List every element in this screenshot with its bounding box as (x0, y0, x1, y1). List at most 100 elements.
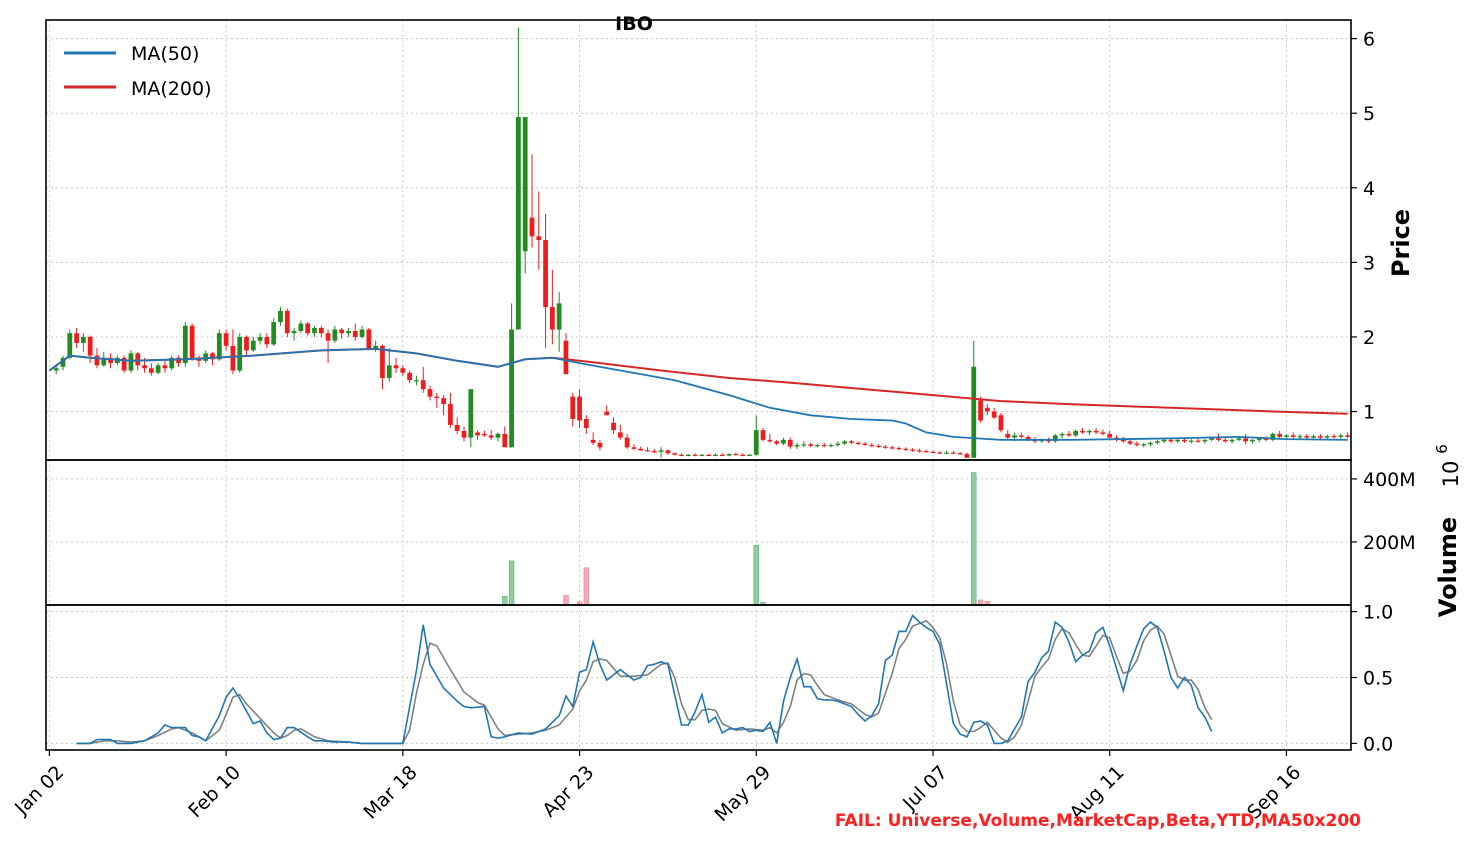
candle-body (244, 336, 249, 351)
price-tick-label: 4 (1363, 178, 1375, 200)
candle (1270, 432, 1276, 442)
candle-body (978, 400, 983, 421)
candle-body (386, 365, 392, 378)
candle (821, 442, 827, 448)
candle (516, 27, 521, 330)
candle-body (570, 396, 576, 419)
candle-body (1120, 439, 1126, 442)
candle-body (930, 451, 936, 453)
candle-body (543, 240, 548, 308)
candle (808, 442, 814, 448)
candle-body (339, 329, 345, 334)
candle (781, 437, 786, 446)
candle (719, 453, 725, 457)
volume-bar (753, 544, 759, 606)
candle (991, 407, 997, 419)
candle (386, 348, 392, 382)
candle-body (1236, 438, 1242, 440)
price-tick-label: 3 (1363, 252, 1375, 274)
volume-bar (508, 560, 515, 606)
candle-body (1263, 438, 1269, 440)
candle (910, 448, 915, 452)
candle-body (685, 454, 691, 456)
candle (556, 292, 562, 352)
candle-body (352, 330, 358, 337)
candle-body (475, 432, 480, 436)
candle (169, 355, 175, 371)
candle (427, 385, 433, 401)
candle (1338, 433, 1344, 440)
candle-body (1086, 430, 1092, 433)
candle (108, 353, 113, 369)
candle-body (604, 411, 610, 416)
volume-tick-label: 200M (1363, 532, 1416, 554)
candle-body (257, 336, 263, 341)
candle-body (896, 448, 902, 450)
candle (1318, 433, 1323, 440)
candle (889, 445, 895, 450)
candle-body (1243, 438, 1249, 442)
candle-body (1277, 433, 1283, 437)
candle-body (1059, 433, 1065, 436)
candle-body (645, 450, 650, 452)
candle-body (706, 454, 712, 456)
candle (1107, 430, 1113, 439)
candle (672, 452, 678, 456)
candle (407, 370, 413, 384)
candle-body (1229, 439, 1235, 442)
candle-body (162, 365, 168, 369)
candle (475, 430, 480, 440)
candle (488, 430, 494, 440)
candle-body (672, 453, 678, 455)
candle-body (964, 454, 970, 458)
candle-body (87, 336, 93, 356)
candle (536, 191, 542, 270)
candle-body (835, 443, 841, 446)
candle-body (781, 439, 786, 444)
candle (1331, 433, 1337, 439)
candle-body (577, 396, 582, 421)
candle-body (230, 345, 236, 371)
candle-body (794, 445, 800, 447)
candle-body (1005, 433, 1011, 438)
candle-body (1311, 436, 1316, 438)
candle (509, 303, 514, 448)
candle (271, 318, 277, 346)
candle (298, 320, 304, 334)
candle (855, 441, 861, 446)
candle (549, 269, 555, 345)
candle (1345, 432, 1350, 439)
candle-body (1331, 436, 1337, 438)
candle (216, 329, 222, 361)
candle (984, 404, 990, 416)
volume-exponent-power: 6 (1433, 444, 1451, 454)
candle-body (665, 450, 671, 454)
candle (563, 333, 569, 375)
candle-body (536, 236, 542, 240)
candle (332, 325, 338, 343)
candle (1290, 432, 1296, 439)
candle (1188, 439, 1194, 444)
candle (1141, 442, 1147, 448)
candle (951, 451, 956, 455)
candle-body (1345, 435, 1350, 437)
candle-body (719, 454, 725, 456)
candle (189, 323, 195, 361)
candle-body (237, 336, 243, 371)
candle (434, 392, 440, 408)
candle-body (1073, 430, 1079, 436)
oscillator-tick-label: 1.0 (1363, 602, 1393, 624)
candle-body (434, 396, 440, 399)
candle (162, 360, 168, 373)
chart-title: IBO (615, 13, 653, 35)
candle-body (971, 366, 977, 458)
candle-body (855, 442, 861, 445)
candle-body (53, 368, 59, 371)
candle (917, 448, 922, 453)
candle (760, 427, 766, 442)
candle (461, 426, 467, 442)
candle (1229, 438, 1235, 444)
candle-body (753, 430, 759, 455)
candle (1134, 441, 1140, 447)
candle (944, 451, 949, 455)
